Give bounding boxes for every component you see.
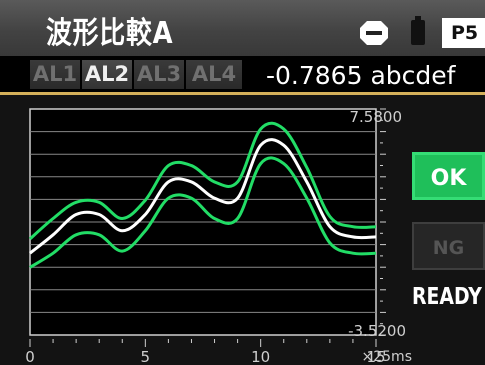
battery-icon xyxy=(411,16,425,45)
waveform-chart: 0 5 10 15 7.5800 -3.5200 ×25ms xyxy=(25,108,412,365)
lower-series-line xyxy=(29,156,377,269)
page-badge[interactable]: P5 xyxy=(442,18,485,48)
signal-series-line xyxy=(29,138,377,255)
x-unit-label: ×25ms xyxy=(362,349,412,365)
tab-al3[interactable]: AL3 xyxy=(134,60,184,89)
y-max-label: 7.5800 xyxy=(350,108,403,126)
header-bar: 波形比較A P5 xyxy=(0,0,485,56)
upper-series-line xyxy=(28,121,377,241)
tab-al1[interactable]: AL1 xyxy=(30,60,80,89)
tab-al2[interactable]: AL2 xyxy=(82,60,132,89)
y-min-label: -3.5200 xyxy=(348,322,406,340)
x-tick-label: 0 xyxy=(25,348,35,365)
x-tick-label: 10 xyxy=(251,348,270,365)
ok-button[interactable]: OK xyxy=(412,152,485,200)
page-title: 波形比較A xyxy=(46,16,174,51)
tab-divider xyxy=(0,92,485,95)
tab-al4[interactable]: AL4 xyxy=(186,60,242,89)
status-text: READY xyxy=(412,284,482,310)
ng-button[interactable]: NG xyxy=(412,222,485,270)
stop-icon[interactable] xyxy=(359,20,389,46)
value-readout: -0.7865 abcdef xyxy=(266,60,485,92)
x-tick-label: 15 xyxy=(366,348,385,365)
x-tick-label: 5 xyxy=(141,348,151,365)
